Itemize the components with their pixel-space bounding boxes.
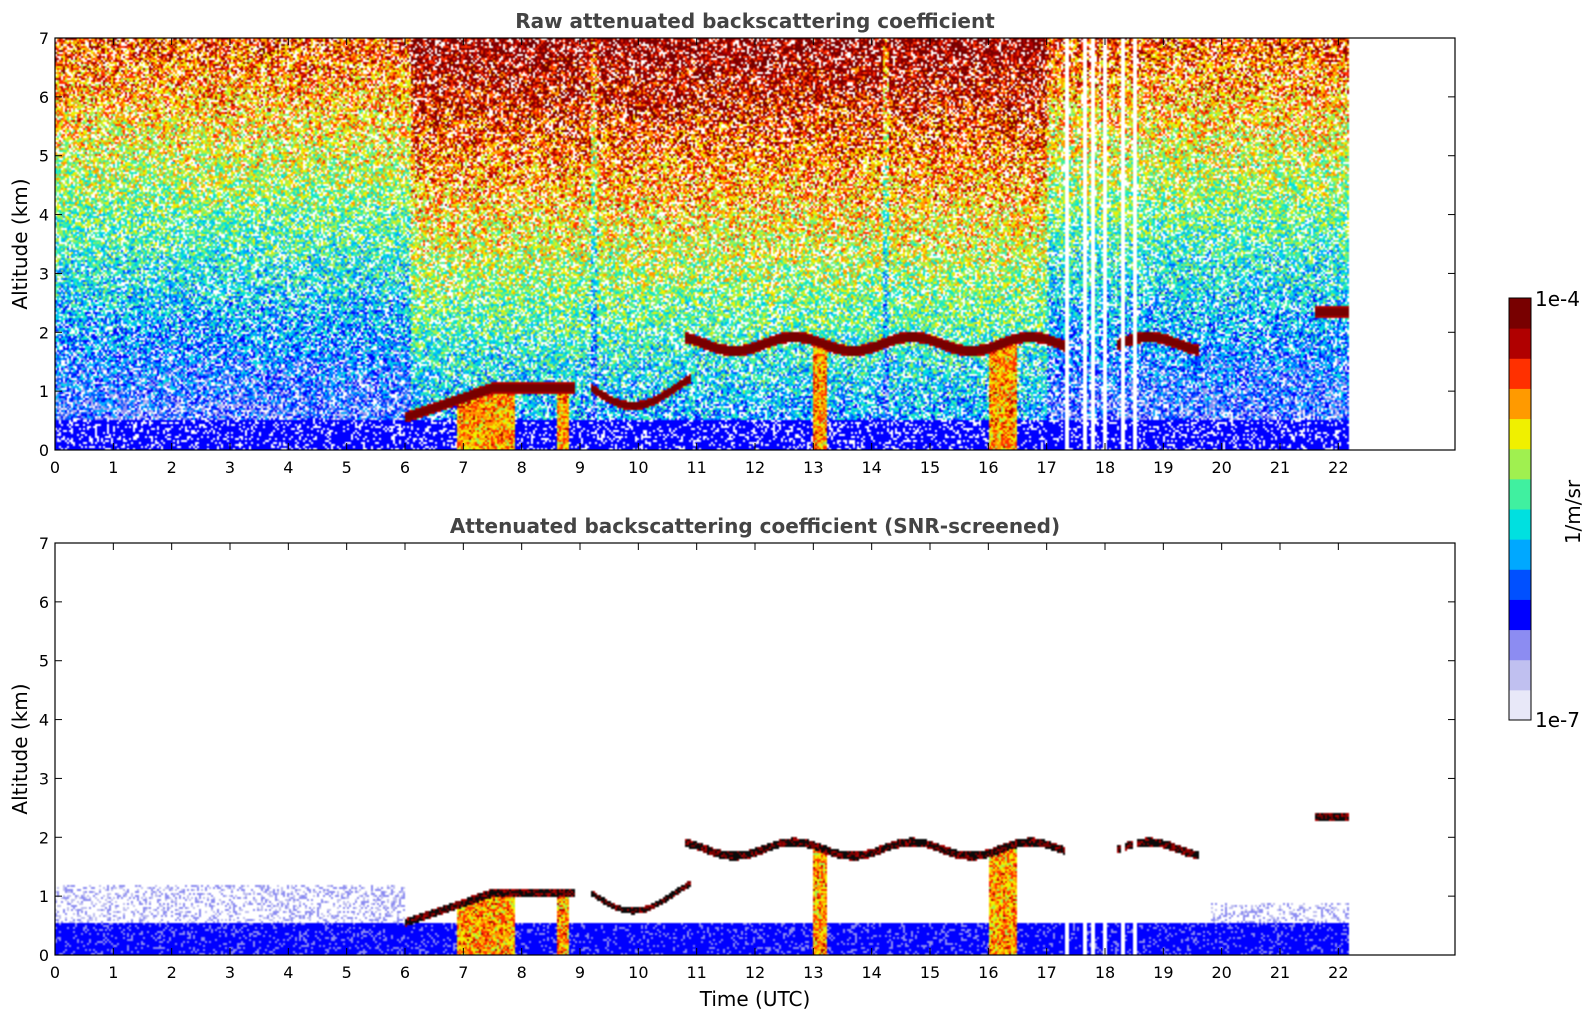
x-axis-label: Time (UTC)	[699, 987, 811, 1011]
colorbar-step	[1509, 328, 1531, 359]
raw-heatmap-raster	[55, 38, 1455, 450]
colorbar-step	[1509, 599, 1531, 631]
x-tick-label: 16	[978, 458, 998, 477]
y-tick-label: 4	[39, 711, 49, 730]
colorbar-step	[1509, 358, 1531, 389]
snr-panel-title: Attenuated backscattering coefficient (S…	[450, 514, 1060, 538]
x-tick-label: 20	[1211, 963, 1231, 982]
x-tick-label: 16	[978, 963, 998, 982]
x-tick-label: 2	[167, 963, 177, 982]
x-tick-label: 1	[108, 458, 118, 477]
y-tick-label: 1	[39, 382, 49, 401]
colorbar-step	[1509, 539, 1531, 570]
x-tick-label: 17	[1036, 963, 1056, 982]
x-tick-label: 12	[745, 963, 765, 982]
x-tick-label: 4	[283, 963, 293, 982]
x-tick-label: 15	[920, 458, 940, 477]
x-tick-label: 21	[1270, 458, 1290, 477]
x-tick-label: 18	[1095, 458, 1115, 477]
x-tick-label: 9	[575, 458, 585, 477]
x-tick-label: 3	[225, 458, 235, 477]
x-tick-label: 14	[861, 458, 881, 477]
raw-y-axis-label: Altitude (km)	[8, 178, 32, 309]
colorbar-frame	[1508, 297, 1532, 721]
colorbar: 1e-4 1e-7 1/m/sr	[1508, 287, 1585, 732]
y-tick-label: 7	[39, 29, 49, 48]
y-tick-label: 5	[39, 147, 49, 166]
x-tick-label: 9	[575, 963, 585, 982]
y-tick-label: 5	[39, 652, 49, 671]
x-tick-label: 7	[458, 458, 468, 477]
x-tick-label: 0	[50, 963, 60, 982]
y-tick-label: 6	[39, 593, 49, 612]
y-tick-label: 3	[39, 264, 49, 283]
y-tick-label: 2	[39, 828, 49, 847]
x-tick-label: 4	[283, 458, 293, 477]
snr-screened-panel: Attenuated backscattering coefficient (S…	[8, 514, 1456, 1011]
colorbar-step	[1509, 448, 1531, 480]
snr-heatmap-raster	[55, 543, 1455, 955]
y-tick-label: 3	[39, 769, 49, 788]
colorbar-min-label: 1e-7	[1535, 708, 1580, 732]
y-tick-label: 4	[39, 206, 49, 225]
colorbar-step	[1509, 629, 1531, 661]
x-tick-label: 22	[1328, 963, 1348, 982]
x-tick-label: 6	[400, 458, 410, 477]
colorbar-step	[1509, 418, 1531, 450]
x-tick-label: 10	[628, 458, 648, 477]
y-tick-label: 0	[39, 946, 49, 965]
x-tick-label: 17	[1036, 458, 1056, 477]
colorbar-unit-label: 1/m/sr	[1561, 479, 1585, 544]
y-tick-label: 7	[39, 534, 49, 553]
y-tick-label: 0	[39, 441, 49, 460]
x-tick-label: 1	[108, 963, 118, 982]
y-tick-label: 6	[39, 88, 49, 107]
x-tick-label: 2	[167, 458, 177, 477]
x-tick-label: 11	[686, 458, 706, 477]
x-tick-label: 6	[400, 963, 410, 982]
x-tick-label: 5	[342, 963, 352, 982]
raw-axis-ticks: 0 1 2 3 4 5 6 7 8 9 10 11 12 13 14 15 16 17 18 19 20 21 220123…	[39, 29, 1455, 477]
colorbar-step	[1509, 569, 1531, 600]
x-tick-label: 8	[517, 458, 527, 477]
colorbar-step	[1509, 478, 1531, 510]
x-tick-label: 0	[50, 458, 60, 477]
x-tick-label: 18	[1095, 963, 1115, 982]
x-tick-label: 10	[628, 963, 648, 982]
x-tick-label: 12	[745, 458, 765, 477]
x-tick-label: 19	[1153, 458, 1173, 477]
x-tick-label: 3	[225, 963, 235, 982]
raw-panel-title: Raw attenuated backscattering coefficien…	[515, 9, 995, 33]
colorbar-max-label: 1e-4	[1535, 287, 1580, 311]
x-tick-label: 22	[1328, 458, 1348, 477]
y-tick-label: 2	[39, 323, 49, 342]
colorbar-step	[1509, 659, 1531, 691]
x-tick-label: 20	[1211, 458, 1231, 477]
colorbar-step	[1509, 509, 1531, 540]
colorbar-step	[1509, 689, 1531, 721]
x-tick-label: 21	[1270, 963, 1290, 982]
raw-heatmap	[55, 38, 1455, 450]
raw-backscatter-panel: Raw attenuated backscattering coefficien…	[8, 9, 1456, 477]
snr-heatmap	[55, 543, 1455, 955]
x-tick-label: 14	[861, 963, 881, 982]
x-tick-label: 11	[686, 963, 706, 982]
x-tick-label: 13	[803, 458, 823, 477]
x-tick-label: 8	[517, 963, 527, 982]
colorbar-gradient	[1509, 298, 1531, 721]
y-tick-label: 1	[39, 887, 49, 906]
x-tick-label: 7	[458, 963, 468, 982]
snr-axis-ticks: 0 1 2 3 4 5 6 7 8 9 10 11 12 13 14 15 16 17 18 19 20 21 220123…	[39, 534, 1455, 982]
colorbar-step	[1509, 388, 1531, 420]
colorbar-step	[1509, 298, 1531, 329]
x-tick-label: 5	[342, 458, 352, 477]
x-tick-label: 15	[920, 963, 940, 982]
x-tick-label: 19	[1153, 963, 1173, 982]
snr-y-axis-label: Altitude (km)	[8, 683, 32, 814]
x-tick-label: 13	[803, 963, 823, 982]
